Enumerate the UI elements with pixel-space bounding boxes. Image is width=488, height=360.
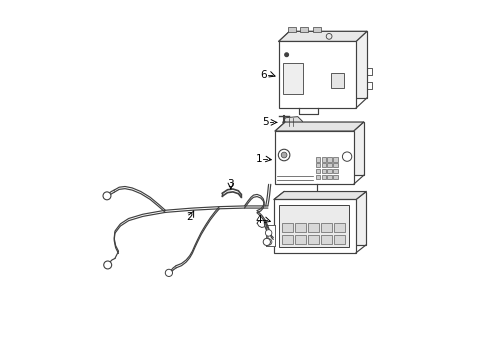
Bar [321, 163, 325, 167]
Bar [315, 169, 320, 173]
Bar [284, 192, 366, 245]
Bar [333, 223, 345, 232]
Text: 5: 5 [262, 117, 268, 127]
Polygon shape [282, 117, 302, 127]
Bar [320, 235, 332, 244]
Bar [315, 157, 320, 162]
Polygon shape [275, 122, 363, 131]
Bar [294, 235, 306, 244]
Bar [321, 157, 325, 162]
Polygon shape [278, 31, 366, 41]
Text: 2: 2 [186, 212, 193, 222]
Bar [321, 175, 325, 179]
Circle shape [103, 261, 111, 269]
Polygon shape [273, 192, 366, 199]
Bar [327, 175, 331, 179]
Bar [333, 235, 345, 244]
Bar [307, 235, 319, 244]
Bar [315, 175, 320, 179]
Bar [289, 31, 366, 98]
Bar [330, 73, 343, 88]
Bar [332, 175, 337, 179]
Bar [300, 27, 307, 32]
Text: 3: 3 [227, 179, 234, 189]
Text: 6: 6 [260, 70, 266, 80]
Bar [307, 223, 319, 232]
Bar [283, 63, 302, 94]
Circle shape [165, 269, 172, 276]
Circle shape [265, 239, 271, 245]
Bar [320, 223, 332, 232]
Bar [321, 169, 325, 173]
Bar [332, 169, 337, 173]
Bar [278, 41, 355, 108]
Bar [327, 169, 331, 173]
Bar [282, 235, 293, 244]
Bar [315, 163, 320, 167]
Bar [275, 131, 353, 184]
Bar [273, 199, 355, 253]
Circle shape [263, 238, 270, 246]
Circle shape [265, 230, 271, 236]
Circle shape [342, 152, 351, 161]
Bar [332, 163, 337, 167]
Circle shape [284, 53, 288, 57]
Bar [265, 225, 275, 246]
Bar [287, 27, 295, 32]
Bar [285, 122, 363, 175]
Text: 1: 1 [255, 154, 262, 164]
Bar [312, 27, 320, 32]
Circle shape [281, 152, 286, 158]
Bar [327, 157, 331, 162]
Text: 4: 4 [255, 215, 262, 225]
Circle shape [103, 192, 111, 200]
Bar [327, 163, 331, 167]
Bar [294, 223, 306, 232]
Bar [279, 205, 348, 247]
Bar [265, 225, 275, 246]
Bar [332, 157, 337, 162]
Bar [282, 223, 293, 232]
Circle shape [278, 149, 289, 161]
